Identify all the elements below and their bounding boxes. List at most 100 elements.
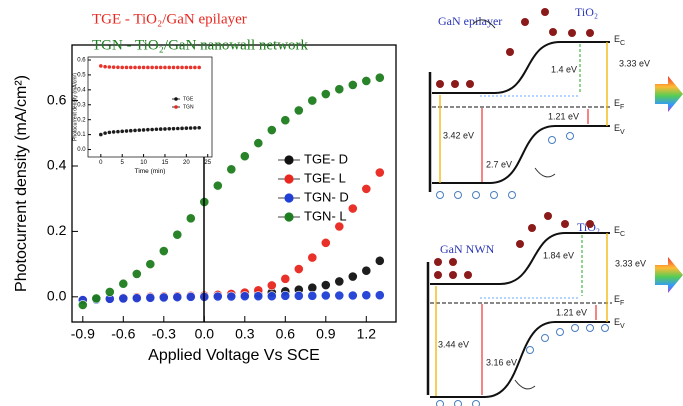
data-point bbox=[185, 66, 189, 70]
y-axis-label: Photocurrent density (mA/cm²) bbox=[13, 75, 30, 292]
data-point bbox=[294, 106, 303, 115]
y-tick-label: 0.4 bbox=[47, 157, 67, 173]
data-point bbox=[189, 66, 193, 70]
gap-label: 1.84 eV bbox=[543, 250, 574, 260]
x-tick-label: -0.9 bbox=[71, 325, 95, 341]
data-point bbox=[78, 300, 87, 309]
data-point bbox=[116, 130, 120, 134]
data-point bbox=[133, 66, 137, 70]
legend-label: TGN- D bbox=[304, 189, 349, 204]
data-point bbox=[150, 66, 154, 70]
data-point bbox=[142, 66, 146, 70]
data-point bbox=[189, 126, 193, 130]
gap-label: 3.42 eV bbox=[443, 130, 474, 140]
data-point bbox=[155, 66, 159, 70]
data-point bbox=[348, 272, 357, 281]
data-point bbox=[321, 291, 330, 300]
data-point bbox=[197, 66, 201, 70]
data-point bbox=[308, 96, 317, 105]
data-point bbox=[99, 133, 103, 137]
data-point bbox=[159, 246, 168, 255]
data-point bbox=[108, 131, 112, 135]
data-point bbox=[240, 152, 249, 161]
data-point bbox=[197, 126, 201, 130]
x-tick-label: -0.3 bbox=[152, 325, 176, 341]
ev-label: EV bbox=[614, 317, 625, 329]
y-tick-label: 0.6 bbox=[47, 91, 67, 107]
data-point bbox=[308, 253, 317, 262]
data-point bbox=[120, 66, 124, 70]
annotation: TGE - TiO₂/GaN epilayer bbox=[92, 11, 247, 27]
data-point bbox=[142, 128, 146, 132]
data-point bbox=[138, 128, 142, 132]
data-point bbox=[186, 214, 195, 223]
data-point bbox=[240, 292, 249, 301]
data-point bbox=[167, 66, 171, 70]
legend-marker bbox=[284, 193, 293, 202]
data-point bbox=[375, 256, 384, 265]
gap-label: 2.7 eV bbox=[486, 159, 512, 169]
gap-label: 1.21 eV bbox=[556, 307, 587, 317]
gap-label: 3.16 eV bbox=[486, 357, 517, 367]
x-tick-label: 0.3 bbox=[235, 325, 255, 341]
data-point bbox=[129, 66, 133, 70]
data-point bbox=[267, 281, 276, 290]
data-point bbox=[167, 127, 171, 131]
ef-label: EF bbox=[614, 98, 624, 110]
data-point bbox=[172, 66, 176, 70]
holes bbox=[437, 325, 609, 406]
data-point bbox=[281, 116, 290, 125]
data-point bbox=[335, 85, 344, 94]
data-point bbox=[348, 80, 357, 89]
data-point bbox=[294, 264, 303, 273]
data-point bbox=[112, 130, 116, 134]
data-point bbox=[132, 269, 141, 278]
ef-label: EF bbox=[614, 294, 624, 306]
x-axis-label: Applied Voltage Vs SCE bbox=[148, 347, 320, 364]
data-point bbox=[125, 129, 129, 133]
data-point bbox=[138, 66, 142, 70]
data-point bbox=[375, 168, 384, 177]
gap-label: 1.21 eV bbox=[548, 111, 579, 121]
data-point bbox=[193, 66, 197, 70]
y-tick-label: 0.6 bbox=[77, 58, 86, 64]
data-point bbox=[176, 66, 180, 70]
y-axis-label: Photocurrent density (mA/cm²) bbox=[72, 73, 78, 141]
legend-marker bbox=[174, 97, 178, 101]
data-point bbox=[108, 65, 112, 69]
data-point bbox=[146, 293, 155, 302]
data-point bbox=[173, 230, 182, 239]
gap-label: 3.33 eV bbox=[615, 258, 646, 268]
ev-label: EV bbox=[614, 123, 625, 135]
data-point bbox=[163, 66, 167, 70]
data-point bbox=[116, 65, 120, 69]
y-tick-label: 0.0 bbox=[47, 288, 67, 304]
data-point bbox=[132, 294, 141, 303]
data-point bbox=[321, 238, 330, 247]
data-point bbox=[125, 66, 129, 70]
data-point bbox=[321, 89, 330, 98]
y-tick-label: 0.1 bbox=[77, 132, 86, 138]
light-arrow bbox=[655, 257, 683, 293]
data-point bbox=[362, 76, 371, 85]
data-point bbox=[105, 287, 114, 296]
data-point bbox=[362, 184, 371, 193]
data-point bbox=[375, 291, 384, 300]
gap-label: 1.4 eV bbox=[551, 64, 577, 74]
x-tick-label: 10 bbox=[140, 160, 147, 166]
data-point bbox=[362, 291, 371, 300]
data-point bbox=[150, 128, 154, 132]
x-tick-label: 0.0 bbox=[195, 325, 215, 341]
data-point bbox=[146, 66, 150, 70]
data-point bbox=[120, 130, 124, 134]
data-point bbox=[308, 291, 317, 300]
data-point bbox=[146, 128, 150, 132]
data-point bbox=[308, 283, 317, 292]
data-point bbox=[159, 293, 168, 302]
data-point bbox=[99, 64, 103, 68]
data-point bbox=[193, 126, 197, 130]
tio2-label: TiO₂ bbox=[575, 5, 598, 19]
x-tick-label: 1.2 bbox=[357, 325, 377, 341]
data-point bbox=[103, 65, 107, 69]
ec-label: EC bbox=[614, 34, 625, 46]
